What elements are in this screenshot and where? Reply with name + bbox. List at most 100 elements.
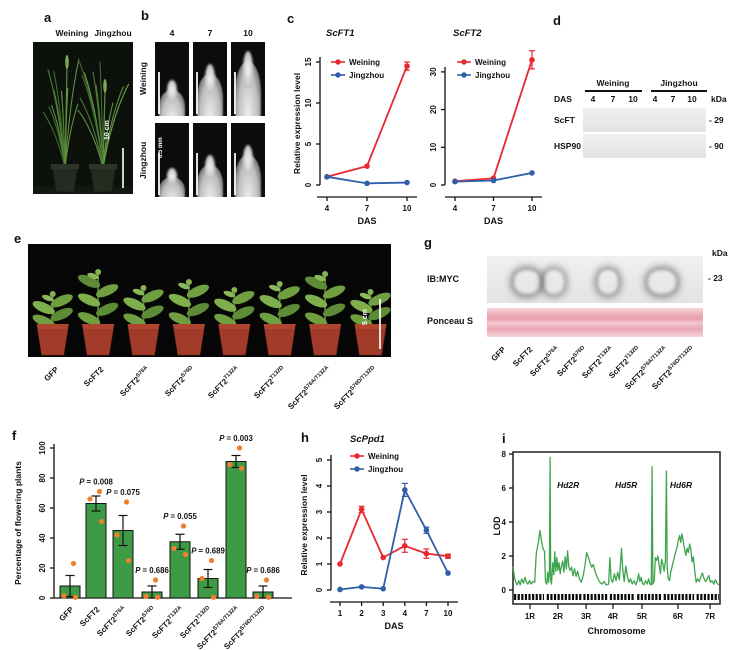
x-tick-label: 7 bbox=[424, 609, 429, 618]
x-tick-label: 3 bbox=[381, 609, 386, 618]
apex-tip bbox=[167, 80, 177, 101]
scale-bar bbox=[234, 72, 236, 114]
panel-label-d: d bbox=[553, 13, 561, 28]
y-tick-label: 60 bbox=[38, 503, 47, 512]
protein-band bbox=[648, 270, 676, 294]
protein-band bbox=[585, 142, 602, 150]
replicate-dot bbox=[227, 461, 233, 468]
qtl-label: Hd2R bbox=[557, 480, 580, 490]
bar bbox=[85, 503, 107, 599]
legend-label: Weining bbox=[349, 58, 380, 67]
x-tick-label: 10 bbox=[528, 204, 537, 213]
y-tick-label: 100 bbox=[38, 441, 47, 455]
data-point bbox=[402, 543, 408, 549]
construct-label: ScFT2 bbox=[511, 345, 535, 369]
plant-pot bbox=[89, 165, 117, 193]
construct-label: GFP bbox=[489, 345, 507, 363]
chart-scppd1: ScPpd1 0 1 2 3 4 5 Relative expression level 1 2 3… bbox=[299, 434, 458, 631]
panel-label-e: e bbox=[14, 231, 22, 246]
lane-number: 10 bbox=[628, 94, 638, 104]
replicate-dot bbox=[152, 577, 159, 583]
panel-label-c: c bbox=[287, 11, 295, 26]
x-tick-label: 4 bbox=[403, 609, 408, 618]
replicate-dot bbox=[171, 545, 177, 552]
scale-bar bbox=[196, 72, 198, 114]
y-tick-label: 80 bbox=[38, 473, 47, 482]
blot-row-label-hsp90: HSP90 bbox=[554, 141, 581, 151]
rye-plant bbox=[42, 55, 80, 193]
scale-bar-label-10cm: 10 cm bbox=[104, 120, 111, 140]
apex-image-Jingzhou-7 bbox=[193, 123, 227, 197]
plant-pot bbox=[218, 324, 251, 330]
lod-curve bbox=[512, 456, 720, 586]
x-tick-label: 7 bbox=[491, 204, 496, 213]
chart-title: ScPpd1 bbox=[350, 434, 385, 445]
tobacco-plant bbox=[32, 291, 73, 356]
plant-pot bbox=[172, 324, 205, 330]
construct-label: ScFT2S76D bbox=[163, 365, 196, 398]
x-tick-label: 10 bbox=[403, 204, 412, 213]
ponceau-stain bbox=[487, 308, 703, 337]
x-tick-label: 4 bbox=[453, 204, 458, 213]
legend-label: Jingzhou bbox=[368, 465, 403, 474]
y-tick-label: 15 bbox=[304, 57, 313, 66]
replicate-dot bbox=[180, 523, 187, 529]
y-tick-label: 0 bbox=[429, 182, 438, 187]
plant-pot bbox=[263, 324, 296, 330]
scale-bar bbox=[158, 153, 160, 195]
x-tick-label: 3R bbox=[581, 612, 591, 621]
protein-band bbox=[600, 259, 616, 269]
data-point bbox=[404, 63, 410, 69]
kda-header: kDa bbox=[711, 94, 727, 104]
x-tick-label: 5R bbox=[637, 612, 647, 621]
y-tick-label: 10 bbox=[304, 98, 313, 107]
apex-image-Weining-4 bbox=[155, 42, 189, 116]
plant-pot bbox=[36, 324, 69, 330]
p-value-label: P = 0.008 bbox=[79, 478, 113, 487]
das-col-header-7: 7 bbox=[207, 28, 213, 38]
qtl-label: Hd5R bbox=[615, 480, 638, 490]
bar bbox=[225, 461, 247, 599]
replicate-dot bbox=[238, 465, 245, 471]
panel-label-g: g bbox=[424, 235, 432, 250]
scale-bar bbox=[158, 72, 160, 114]
p-value-label: P = 0.686 bbox=[135, 566, 169, 575]
replicate-dot bbox=[143, 593, 149, 600]
data-point bbox=[445, 553, 451, 559]
panel-label-i: i bbox=[502, 431, 506, 446]
protein-band bbox=[573, 278, 589, 287]
y-tick-label: 2 bbox=[502, 552, 507, 561]
p-value-label: P = 0.003 bbox=[219, 434, 253, 443]
scale-bar-label-05mm: 0.5 mm bbox=[158, 137, 164, 159]
blot-group-jingzhou: Jingzhou bbox=[660, 78, 698, 88]
y-tick-label: 4 bbox=[502, 518, 507, 527]
protein-band bbox=[586, 117, 601, 122]
apex-tip bbox=[167, 167, 177, 185]
legend-label: Weining bbox=[368, 452, 399, 461]
y-tick-label: 8 bbox=[502, 450, 507, 459]
replicate-dot bbox=[154, 594, 161, 600]
replicate-dot bbox=[72, 594, 79, 600]
x-tick-label: 1 bbox=[338, 609, 343, 618]
row-label-weining: Weining bbox=[138, 62, 148, 96]
tobacco-plant bbox=[123, 285, 164, 356]
series-line-Weining bbox=[326, 65, 408, 178]
y-axis-label: Percentage of flowering plants bbox=[13, 461, 23, 585]
data-point bbox=[358, 506, 365, 513]
blot-group-weining: Weining bbox=[596, 78, 630, 88]
replicate-dot bbox=[182, 551, 189, 558]
x-tick-label: 10 bbox=[444, 609, 453, 618]
x-axis-label: Chromosome bbox=[587, 626, 645, 636]
tobacco-plant bbox=[168, 279, 210, 356]
protein-band bbox=[651, 259, 673, 269]
protein-band bbox=[685, 117, 700, 122]
data-point bbox=[490, 177, 497, 184]
data-point bbox=[404, 179, 410, 186]
data-point bbox=[452, 178, 458, 185]
apex-image-Jingzhou-4 bbox=[155, 123, 189, 197]
x-tick-label: 7 bbox=[365, 204, 370, 213]
x-axis-label: DAS bbox=[484, 216, 503, 226]
das-col-header-10: 10 bbox=[243, 28, 253, 38]
replicate-dot bbox=[70, 560, 77, 567]
